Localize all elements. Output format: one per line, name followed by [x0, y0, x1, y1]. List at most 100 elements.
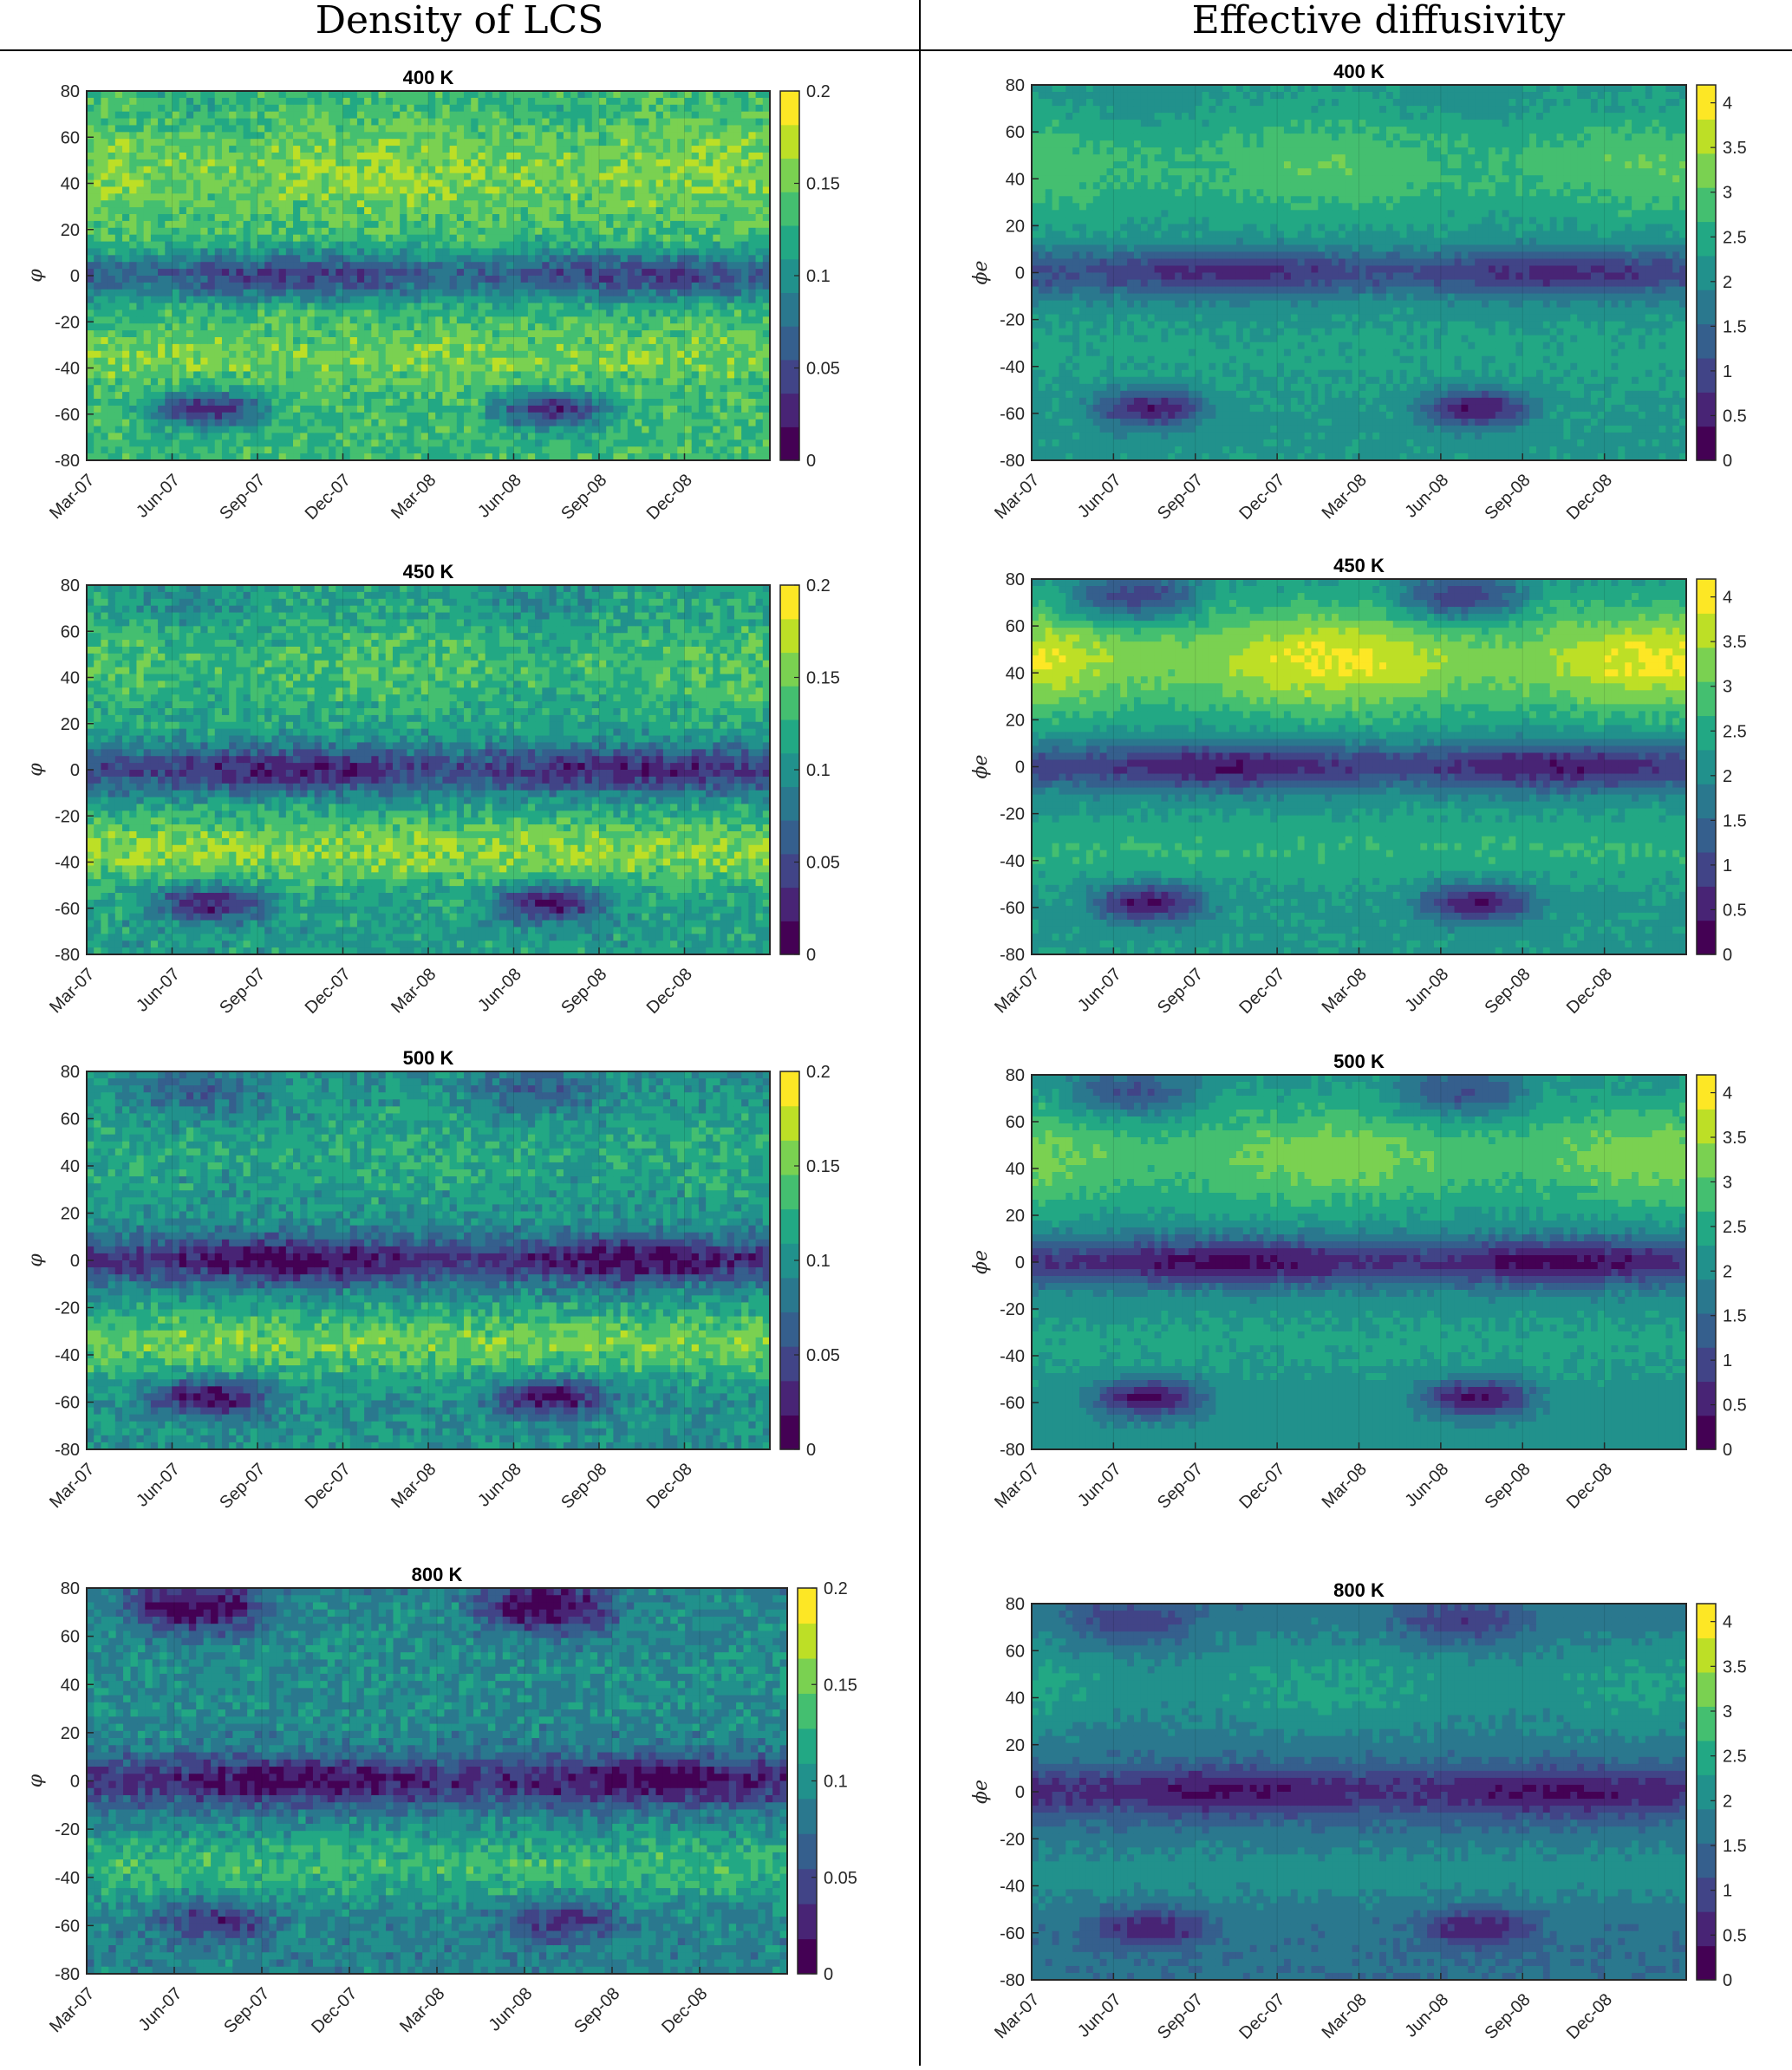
heatmap-cell: [364, 248, 372, 255]
heatmap-cell: [336, 378, 343, 385]
heatmap-cell: [264, 406, 272, 413]
heatmap-cell: [450, 200, 458, 207]
heatmap-cell: [400, 269, 407, 276]
heatmap-cell: [108, 309, 116, 316]
heatmap-cell: [179, 242, 187, 249]
heatmap-cell: [264, 193, 272, 200]
heatmap-cell: [407, 112, 414, 119]
heatmap-cell: [293, 413, 301, 420]
heatmap-cell: [144, 413, 152, 420]
heatmap-cell: [271, 105, 279, 112]
heatmap-cell: [322, 420, 329, 426]
heatmap-cell: [229, 200, 237, 207]
heatmap-cell: [200, 221, 208, 228]
heatmap-cell: [236, 200, 244, 207]
heatmap-cell: [165, 385, 173, 392]
heatmap-cell: [179, 228, 187, 235]
heatmap-cell: [94, 105, 101, 112]
heatmap-cell: [428, 173, 436, 180]
heatmap-cell: [94, 276, 101, 283]
heatmap-cell: [343, 105, 351, 112]
heatmap-cell: [379, 228, 387, 235]
heatmap-cell: [336, 255, 343, 262]
heatmap-cell: [179, 323, 187, 330]
heatmap-cell: [428, 180, 436, 187]
heatmap-cell: [279, 426, 287, 433]
heatmap-cell: [379, 344, 387, 351]
heatmap-cell: [336, 91, 343, 98]
heatmap-cell: [279, 439, 287, 446]
heatmap-cell: [379, 173, 387, 180]
heatmap-cell: [379, 337, 387, 344]
heatmap-cell: [165, 323, 173, 330]
heatmap-cell: [173, 125, 180, 132]
heatmap-cell: [158, 365, 166, 372]
heatmap-cell: [414, 439, 422, 446]
heatmap-cell: [193, 385, 201, 392]
heatmap-cell: [322, 153, 329, 159]
heatmap-cell: [94, 112, 101, 119]
heatmap-cell: [421, 399, 429, 406]
heatmap-cell: [251, 426, 258, 433]
heatmap-cell: [87, 214, 94, 221]
heatmap-cell: [94, 446, 101, 453]
heatmap-cell: [144, 180, 152, 187]
heatmap-cell: [421, 112, 429, 119]
heatmap-cell: [158, 276, 166, 283]
heatmap-cell: [364, 309, 372, 316]
heatmap-cell: [115, 385, 123, 392]
heatmap-cell: [300, 269, 308, 276]
heatmap-cell: [222, 119, 230, 126]
heatmap-cell: [236, 235, 244, 242]
heatmap-cell: [215, 186, 223, 193]
heatmap-cell: [457, 159, 465, 166]
heatmap-cell: [442, 358, 450, 365]
heatmap-cell: [129, 420, 137, 426]
heatmap-cell: [179, 351, 187, 358]
heatmap-cell: [400, 193, 407, 200]
heatmap-cell: [236, 365, 244, 372]
heatmap-cell: [442, 269, 450, 276]
heatmap-cell: [208, 385, 216, 392]
heatmap-cell: [229, 255, 237, 262]
heatmap-cell: [379, 269, 387, 276]
heatmap-cell: [293, 351, 301, 358]
heatmap-cell: [322, 112, 329, 119]
heatmap-cell: [87, 337, 94, 344]
heatmap-cell: [279, 365, 287, 372]
heatmap-cell: [393, 269, 401, 276]
heatmap-cell: [350, 200, 358, 207]
heatmap-cell: [87, 330, 94, 337]
heatmap-cell: [393, 159, 401, 166]
heatmap-cell: [271, 420, 279, 426]
heatmap-cell: [186, 159, 194, 166]
heatmap-cell: [215, 207, 223, 214]
heatmap-cell: [307, 221, 315, 228]
heatmap-cell: [87, 420, 94, 426]
heatmap-cell: [414, 365, 422, 372]
heatmap-cell: [244, 290, 251, 296]
heatmap-cell: [251, 132, 258, 139]
heatmap-cell: [244, 262, 251, 269]
heatmap-cell: [414, 344, 422, 351]
heatmap-cell: [435, 439, 443, 446]
heatmap-cell: [173, 262, 180, 269]
heatmap-cell: [386, 439, 394, 446]
heatmap-cell: [350, 344, 358, 351]
heatmap-cell: [322, 166, 329, 173]
heatmap-cell: [435, 105, 443, 112]
heatmap-cell: [108, 228, 116, 235]
heatmap-cell: [94, 433, 101, 439]
heatmap-cell: [407, 385, 414, 392]
heatmap-cell: [379, 119, 387, 126]
heatmap-cell: [271, 112, 279, 119]
heatmap-cell: [271, 290, 279, 296]
heatmap-cell: [173, 235, 180, 242]
heatmap-cell: [393, 433, 401, 439]
heatmap-cell: [179, 112, 187, 119]
heatmap-cell: [165, 358, 173, 365]
heatmap-cell: [215, 159, 223, 166]
heatmap-cell: [300, 146, 308, 153]
heatmap-cell: [108, 214, 116, 221]
